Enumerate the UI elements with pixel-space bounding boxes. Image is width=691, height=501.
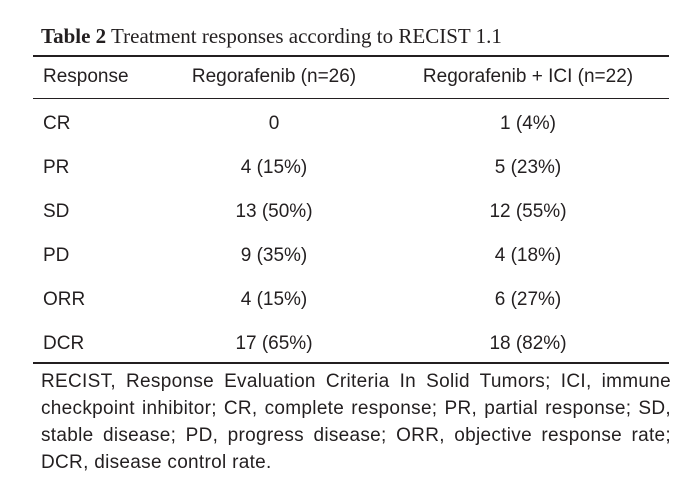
- regorafenib-ici-value: 5 (23%): [494, 157, 562, 178]
- regorafenib-ici-value: 6 (27%): [494, 289, 562, 310]
- row-label: SD: [43, 201, 70, 222]
- table-caption-label: Table 2: [41, 24, 107, 48]
- table-row: ORR 4 (15%) 6 (27%): [33, 278, 669, 322]
- table-row: PR 4 (15%) 5 (23%): [33, 146, 669, 190]
- regorafenib-value: 4 (15%): [240, 157, 308, 178]
- table-row: DCR 17 (65%) 18 (82%): [33, 322, 669, 366]
- response-table: Response Regorafenib (n=26) Regorafenib …: [33, 56, 669, 366]
- regorafenib-ici-value: 4 (18%): [494, 245, 562, 266]
- regorafenib-value: 13 (50%): [235, 201, 313, 222]
- regorafenib-value: 17 (65%): [235, 333, 313, 354]
- regorafenib-ici-value: 1 (4%): [500, 113, 556, 134]
- table-row: CR 0 1 (4%): [33, 98, 669, 146]
- row-label: DCR: [43, 333, 85, 354]
- regorafenib-value: 4 (15%): [240, 289, 308, 310]
- regorafenib-value: 0: [268, 113, 280, 134]
- regorafenib-ici-value: 12 (55%): [489, 201, 567, 222]
- table-caption: Table 2 Treatment responses according to…: [41, 22, 502, 50]
- row-label: ORR: [43, 289, 86, 310]
- table-top-rule: [33, 55, 669, 57]
- regorafenib-value: 9 (35%): [240, 245, 308, 266]
- table-bottom-rule: [33, 362, 669, 364]
- table-caption-text: Treatment responses according to RECIST …: [111, 24, 502, 48]
- table-footnote: RECIST, Response Evaluation Criteria In …: [41, 371, 671, 473]
- header-regorafenib-ici: Regorafenib + ICI (n=22): [422, 66, 634, 87]
- table-row: SD 13 (50%) 12 (55%): [33, 190, 669, 234]
- table-header-rule: [33, 98, 669, 99]
- table-row: PD 9 (35%) 4 (18%): [33, 234, 669, 278]
- row-label: PR: [43, 157, 70, 178]
- row-label: CR: [43, 113, 71, 134]
- table-header-row: Response Regorafenib (n=26) Regorafenib …: [33, 56, 669, 98]
- header-response: Response: [43, 66, 129, 87]
- regorafenib-ici-value: 18 (82%): [489, 333, 567, 354]
- row-label: PD: [43, 245, 70, 266]
- header-regorafenib: Regorafenib (n=26): [191, 66, 357, 87]
